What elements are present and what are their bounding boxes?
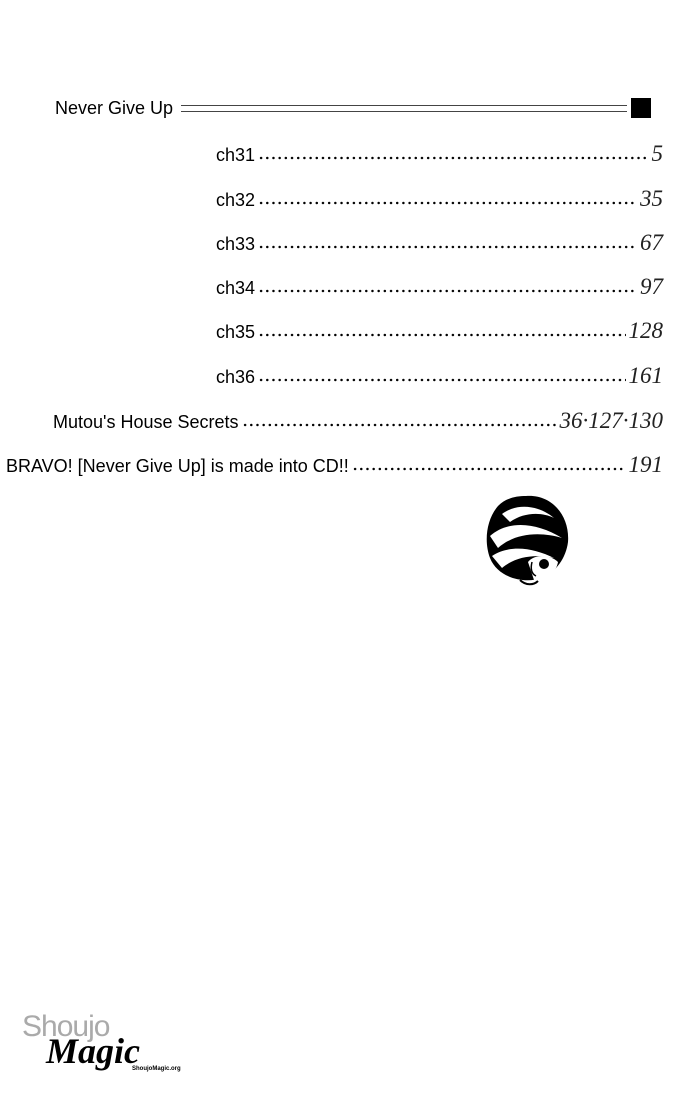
entry-label: Mutou's House Secrets [53,412,239,432]
dot-leader [241,423,557,427]
entry-label: ch34 [216,278,256,298]
dot-leader [258,378,626,382]
watermark-line1: Shoujo [22,1010,110,1043]
entry-page: 36·127·130 [559,408,664,433]
toc-entry[interactable]: ch35 128 [216,317,663,343]
dot-leader [351,467,626,471]
entry-page: 128 [628,318,664,343]
toc-entry[interactable]: ch34 97 [216,273,663,299]
entry-label: ch32 [216,190,256,210]
dot-leader [258,156,649,160]
toc-entry[interactable]: ch32 35 [216,185,663,211]
shoujo-magic-watermark: Shoujo Magic ShoujoMagic.org [20,1010,181,1080]
dot-leader [258,245,637,249]
watermark-url: ShoujoMagic.org [132,1066,181,1072]
entry-label: ch31 [216,145,256,165]
section-title: Never Give Up [55,97,174,118]
entry-label: ch35 [216,322,256,342]
entry-page: 161 [628,363,664,388]
toc-entry[interactable]: ch36 161 [216,362,663,388]
entry-page: 191 [628,452,664,477]
toc-entry[interactable]: BRAVO! [Never Give Up] is made into CD!!… [6,451,663,477]
entry-page: 67 [640,230,663,255]
dot-leader [258,201,637,205]
swirl-face-illustration [486,495,569,586]
toc-entry[interactable]: Mutou's House Secrets 36·127·130 [53,407,663,433]
double-rule-divider [181,104,627,112]
dot-leader [258,289,637,293]
watermark-line2: Magic [46,1031,140,1071]
entry-label: BRAVO! [Never Give Up] is made into CD!! [6,456,349,476]
entry-page: 97 [640,274,663,299]
section-header: Never Give Up [55,96,651,120]
black-square-icon [631,98,651,118]
entry-label: ch33 [216,234,256,254]
entry-label: ch36 [216,367,256,387]
entry-page: 5 [651,141,664,166]
entry-page: 35 [640,186,663,211]
toc-entry[interactable]: ch31 5 [216,140,663,166]
toc-entry[interactable]: ch33 67 [216,229,663,255]
dot-leader [258,333,626,337]
